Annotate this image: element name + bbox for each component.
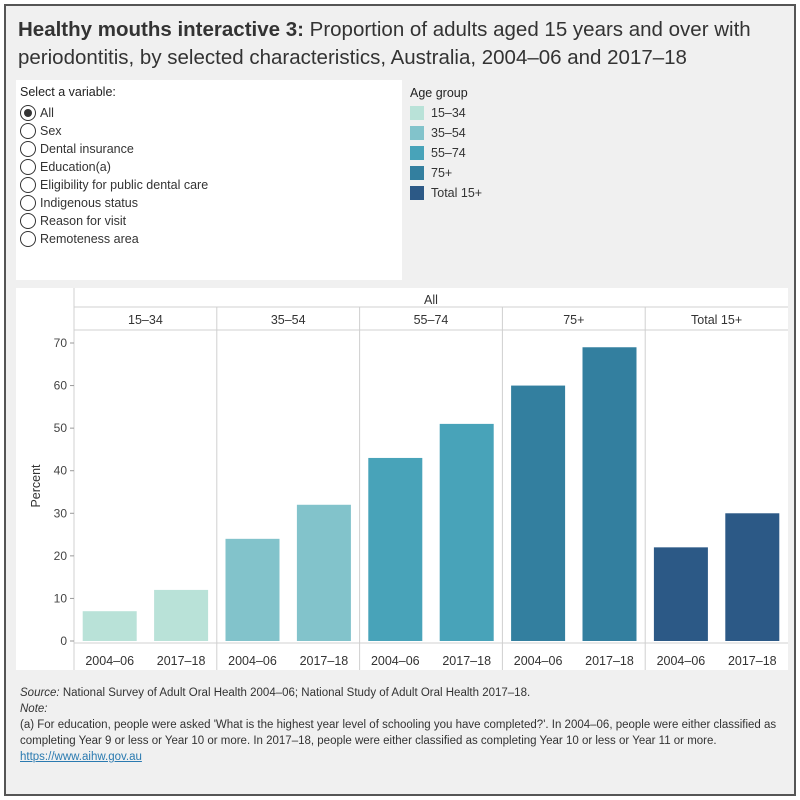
radio-button-icon[interactable]: [20, 159, 36, 175]
variable-option-reason-for-visit[interactable]: Reason for visit: [20, 212, 126, 230]
x-tick-label: 2017–18: [585, 654, 634, 668]
bar: [653, 547, 708, 641]
bar: [296, 504, 351, 641]
x-tick-label: 2017–18: [442, 654, 491, 668]
note-label: Note:: [20, 703, 48, 715]
legend-item: 55–74: [410, 143, 610, 163]
y-tick-label: 20: [54, 549, 68, 563]
bar: [368, 457, 423, 641]
bar: [511, 385, 566, 641]
y-tick-label: 40: [54, 464, 68, 478]
legend-swatch: [410, 126, 424, 140]
bar: [154, 589, 209, 641]
bar: [582, 347, 637, 641]
y-tick-label: 70: [54, 336, 68, 350]
title-rest: Proportion of adults aged 15 years and o…: [18, 18, 751, 69]
source-label: Source:: [20, 687, 60, 699]
source-text: National Survey of Adult Oral Health 200…: [59, 687, 531, 699]
variable-option-label: Sex: [40, 124, 62, 138]
legend-label: 75+: [431, 166, 453, 180]
title-bold: Healthy mouths interactive 3:: [18, 18, 304, 41]
group-label: 75+: [563, 313, 584, 327]
radio-button-icon[interactable]: [20, 141, 36, 157]
variable-option-label: Eligibility for public dental care: [40, 178, 209, 192]
variable-option-label: Indigenous status: [40, 196, 138, 210]
bar-chart: All Percent 0 10 20 30 40 50 60 70 15–34 2004–06 201…: [29, 288, 788, 670]
footer: Source: National Survey of Adult Oral He…: [20, 685, 780, 765]
x-tick-label: 2004–06: [514, 654, 563, 668]
chart-panel: All Percent 0 10 20 30 40 50 60 70 15–34 2004–06 201…: [16, 288, 788, 670]
chart-header-all: All: [424, 293, 438, 307]
legend-item: Total 15+: [410, 183, 610, 203]
legend-item: 75+: [410, 163, 610, 183]
bar: [439, 423, 494, 641]
legend-swatch: [410, 106, 424, 120]
source-line: Source: National Survey of Adult Oral He…: [20, 685, 780, 701]
x-tick-label: 2004–06: [228, 654, 277, 668]
bar: [225, 538, 280, 641]
radio-button-icon[interactable]: [20, 123, 36, 139]
radio-button-icon[interactable]: [20, 105, 36, 121]
group-label: 15–34: [128, 313, 163, 327]
variable-option-dental-insurance[interactable]: Dental insurance: [20, 140, 134, 158]
legend-swatch: [410, 166, 424, 180]
variable-option-eligibility-for-public-dental-care[interactable]: Eligibility for public dental care: [20, 176, 208, 194]
bar: [82, 611, 137, 641]
x-tick-label: 2017–18: [728, 654, 777, 668]
page-title: Healthy mouths interactive 3: Proportion…: [18, 16, 788, 72]
variable-option-remoteness-area[interactable]: Remoteness area: [20, 230, 139, 248]
variable-selector-panel: Select a variable: All Sex Dental insuranc…: [16, 80, 402, 280]
variable-option-label: Dental insurance: [40, 142, 134, 156]
legend-title: Age group: [410, 86, 468, 100]
legend-items: 15–34 35–54 55–74 75+ Total 15+: [410, 103, 610, 203]
legend-label: 35–54: [431, 126, 466, 140]
variable-option-label: Reason for visit: [40, 214, 127, 228]
variable-option-label: Remoteness area: [40, 232, 139, 246]
y-tick-label: 10: [54, 591, 68, 605]
variable-option-indigenous-status[interactable]: Indigenous status: [20, 194, 138, 212]
group-label: 55–74: [414, 313, 449, 327]
x-tick-label: 2004–06: [657, 654, 706, 668]
legend-label: 55–74: [431, 146, 466, 160]
radio-button-icon[interactable]: [20, 213, 36, 229]
variable-option-education-a[interactable]: Education(a): [20, 158, 111, 176]
x-tick-label: 2004–06: [371, 654, 420, 668]
legend-label: Total 15+: [431, 186, 483, 200]
bar: [725, 513, 780, 641]
y-axis-label: Percent: [29, 464, 43, 508]
variable-option-all[interactable]: All: [20, 104, 54, 122]
x-tick-label: 2017–18: [157, 654, 206, 668]
radio-button-icon[interactable]: [20, 195, 36, 211]
radio-button-icon[interactable]: [20, 177, 36, 193]
legend-swatch: [410, 186, 424, 200]
y-tick-label: 0: [60, 634, 67, 648]
legend-swatch: [410, 146, 424, 160]
radio-button-icon[interactable]: [20, 231, 36, 247]
variable-selector-title: Select a variable:: [20, 85, 116, 99]
legend-label: 15–34: [431, 106, 466, 120]
group-label: Total 15+: [691, 313, 742, 327]
variable-option-label: All: [40, 106, 54, 120]
age-group-legend: Age group 15–34 35–54 55–74 75+ Total 15+: [410, 86, 610, 203]
y-tick-label: 50: [54, 421, 68, 435]
variable-option-label: Education(a): [40, 160, 111, 174]
variable-option-sex[interactable]: Sex: [20, 122, 62, 140]
group-label: 35–54: [271, 313, 306, 327]
y-tick-label: 60: [54, 379, 68, 393]
y-tick-label: 30: [54, 506, 68, 520]
note-text: (a) For education, people were asked 'Wh…: [20, 719, 777, 747]
aihw-link[interactable]: https://www.aihw.gov.au: [20, 751, 142, 763]
x-tick-label: 2017–18: [300, 654, 349, 668]
legend-item: 15–34: [410, 103, 610, 123]
dashboard-frame: Healthy mouths interactive 3: Proportion…: [4, 4, 796, 796]
legend-item: 35–54: [410, 123, 610, 143]
x-tick-label: 2004–06: [85, 654, 134, 668]
